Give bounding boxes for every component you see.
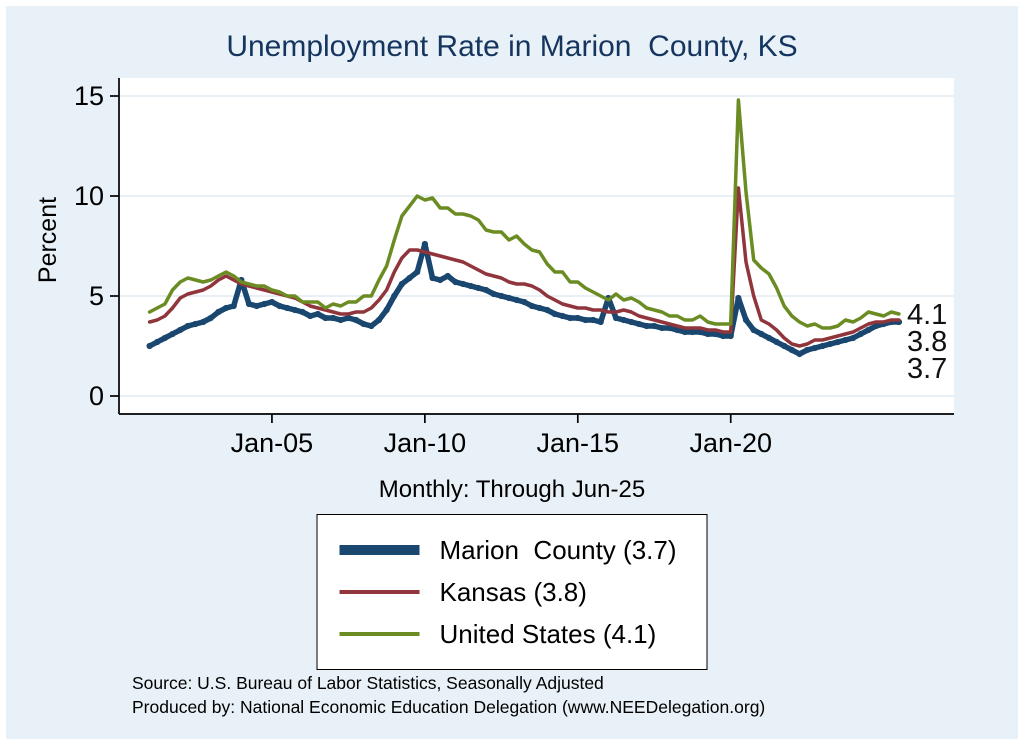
legend-label-kansas: Kansas (3.8): [439, 576, 587, 607]
united-states-line-swatch: [339, 632, 420, 636]
x-tick-labels: Jan-05 Jan-10 Jan-15 Jan-20: [231, 414, 772, 458]
chart-subtitle: Monthly: Through Jun-25: [378, 476, 646, 503]
series-line-marion-county: [146, 240, 903, 358]
svg-text:10: 10: [74, 181, 104, 211]
svg-text:4.1: 4.1: [907, 299, 947, 331]
svg-text:Jan-05: Jan-05: [231, 428, 314, 458]
series-line-kansas: [147, 186, 901, 348]
svg-text:5: 5: [89, 281, 104, 311]
legend-item-united-states: United States (4.1): [339, 613, 677, 655]
source-note-line2: Produced by: National Economic Education…: [132, 696, 766, 717]
kansas-line-swatch: [339, 590, 420, 594]
svg-text:3.8: 3.8: [907, 326, 947, 358]
chart-page: Unemployment Rate in Marion County, KS P…: [6, 6, 1018, 739]
svg-text:Jan-20: Jan-20: [689, 428, 772, 458]
series-line-united-states: [147, 98, 901, 330]
plot-region: [119, 78, 954, 414]
line-chart: 0 5 10 15 Jan-05 Jan-10 Jan-15 Jan-20 4.13.83.7: [74, 78, 954, 458]
source-notes: Source: U.S. Bureau of Labor Statistics,…: [132, 672, 765, 719]
svg-text:3.7: 3.7: [907, 353, 947, 385]
y-axis-label: Percent: [34, 196, 62, 284]
legend-box: Marion County (3.7) Kansas (3.8) United …: [316, 514, 708, 670]
chart-title: Unemployment Rate in Marion County, KS: [226, 30, 798, 63]
legend-item-kansas: Kansas (3.8): [339, 571, 677, 613]
legend-label-marion-county: Marion County (3.7): [439, 534, 677, 565]
legend-label-united-states: United States (4.1): [439, 618, 657, 649]
end-value-labels: 4.13.83.7: [907, 299, 947, 385]
y-tick-labels: 0 5 10 15: [74, 81, 119, 411]
gridlines: [119, 95, 954, 397]
svg-text:15: 15: [74, 81, 104, 111]
svg-text:0: 0: [89, 381, 104, 411]
legend-item-marion-county: Marion County (3.7): [339, 529, 677, 571]
marion-county-line-swatch: [339, 545, 420, 555]
svg-text:Jan-15: Jan-15: [537, 428, 620, 458]
source-note-line1: Source: U.S. Bureau of Labor Statistics,…: [132, 673, 604, 693]
svg-text:Jan-10: Jan-10: [384, 428, 467, 458]
